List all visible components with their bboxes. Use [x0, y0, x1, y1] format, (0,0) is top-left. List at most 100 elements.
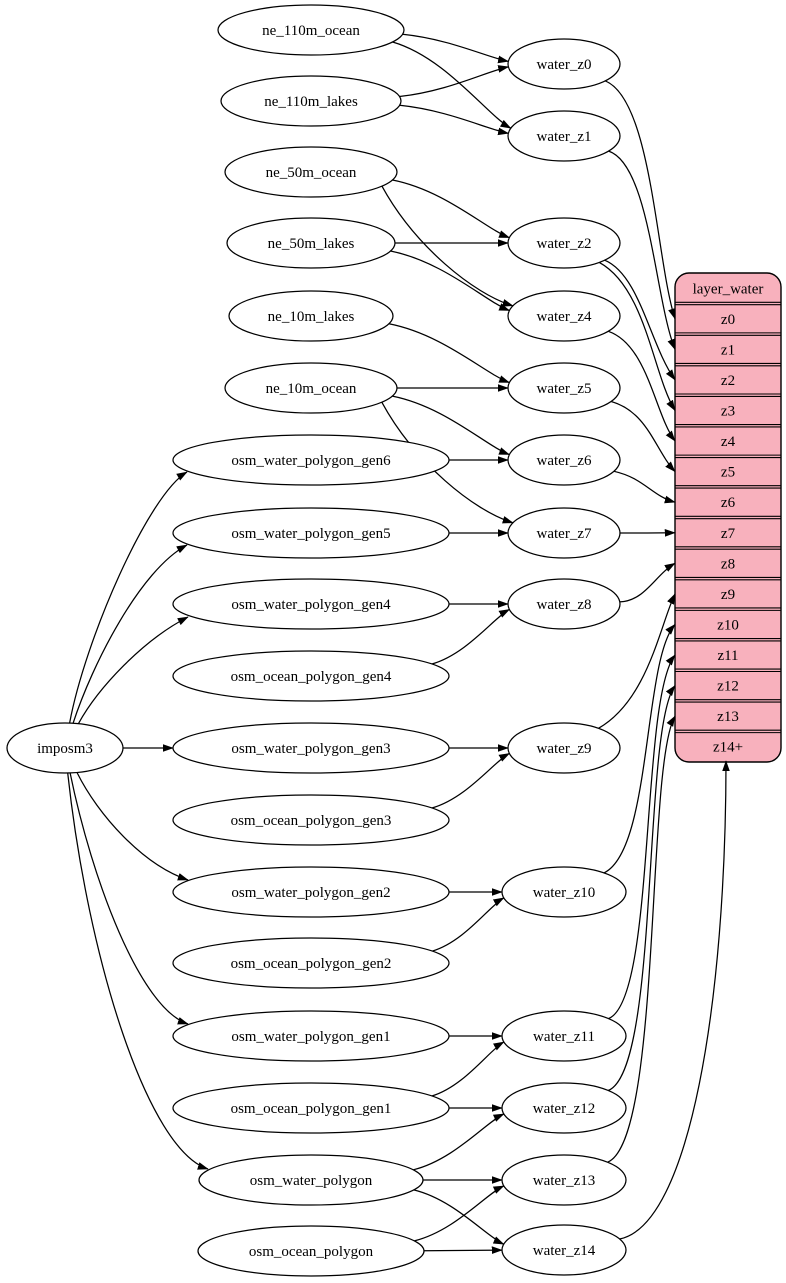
node-shape-water_z5 — [507, 362, 621, 414]
node-water_z13: water_z13 — [501, 1154, 627, 1206]
node-shape-osm_water_polygon_gen6 — [172, 434, 450, 486]
node-osm_ocean_polygon: osm_ocean_polygon — [197, 1225, 425, 1277]
edge-water_z1-to-z1 — [608, 150, 676, 351]
node-osm_water_polygon: osm_water_polygon — [198, 1154, 424, 1206]
node-shape-water_z7 — [507, 507, 621, 559]
edge-ne_10m_ocean-to-water_z7 — [381, 401, 514, 524]
node-shape-ne_110m_lakes — [220, 75, 402, 127]
edge-ne_50m_lakes-to-water_z4 — [390, 250, 511, 312]
edge-osm_ocean_polygon_gen2-to-water_z10 — [432, 897, 505, 952]
node-shape-osm_ocean_polygon_gen1 — [172, 1082, 450, 1134]
edge-water_z4-to-z4 — [608, 330, 676, 442]
node-osm_water_polygon_gen1: osm_water_polygon_gen1 — [172, 1010, 450, 1062]
node-label-osm_water_polygon_gen6: osm_water_polygon_gen6 — [231, 453, 391, 469]
node-shape-osm_water_polygon_gen5 — [172, 507, 450, 559]
record-row-z11: z11 — [717, 648, 738, 664]
record-row-z7: z7 — [721, 526, 736, 542]
edge-ne_10m_lakes-to-water_z5 — [388, 323, 511, 384]
node-label-water_z7: water_z7 — [537, 526, 592, 542]
edge-water_z10-to-z10 — [603, 623, 676, 874]
edge-water_z2-to-z3 — [598, 261, 676, 412]
edge-ne_110m_ocean-to-water_z1 — [392, 41, 512, 129]
edge-ne_10m_ocean-to-water_z6 — [392, 395, 511, 456]
node-water_z9: water_z9 — [507, 722, 621, 774]
record-row-z4: z4 — [721, 434, 736, 450]
node-shape-osm_ocean_polygon — [197, 1225, 425, 1277]
record-row-z9: z9 — [721, 587, 735, 603]
node-water_z7: water_z7 — [507, 507, 621, 559]
node-ne_10m_lakes: ne_10m_lakes — [228, 290, 394, 342]
edge-osm_ocean_polygon-to-water_z14 — [423, 1246, 503, 1255]
node-shape-osm_ocean_polygon_gen4 — [172, 650, 450, 702]
node-water_z8: water_z8 — [507, 578, 621, 630]
node-label-osm_water_polygon_gen2: osm_water_polygon_gen2 — [231, 885, 390, 901]
node-label-osm_ocean_polygon_gen3: osm_ocean_polygon_gen3 — [231, 813, 392, 829]
node-label-osm_ocean_polygon_gen4: osm_ocean_polygon_gen4 — [231, 669, 392, 685]
node-shape-ne_50m_lakes — [226, 217, 396, 269]
node-label-osm_water_polygon_gen1: osm_water_polygon_gen1 — [231, 1029, 390, 1045]
node-osm_ocean_polygon_gen2: osm_ocean_polygon_gen2 — [172, 937, 450, 989]
edge-osm_ocean_polygon_gen1-to-water_z11 — [431, 1041, 505, 1097]
edge-ne_110m_ocean-to-water_z0 — [402, 33, 510, 64]
node-shape-water_z13 — [501, 1154, 627, 1206]
record-row-z1: z1 — [721, 342, 735, 358]
record-row-z6: z6 — [721, 495, 736, 511]
node-shape-water_z14 — [501, 1224, 627, 1276]
node-shape-water_z4 — [507, 290, 621, 342]
edge-water_z13-to-z13 — [607, 715, 676, 1163]
node-label-water_z13: water_z13 — [533, 1173, 595, 1189]
edge-water_z0-to-z0 — [605, 80, 676, 320]
node-label-water_z1: water_z1 — [537, 129, 592, 145]
node-label-osm_ocean_polygon_gen1: osm_ocean_polygon_gen1 — [231, 1101, 392, 1117]
node-shape-water_z1 — [507, 110, 621, 162]
node-label-ne_110m_ocean: ne_110m_ocean — [262, 23, 360, 39]
edge-water_z5-to-z5 — [611, 400, 676, 473]
edge-osm_ocean_polygon_gen3-to-water_z9 — [431, 752, 511, 809]
edge-imposm3-to-osm_water_polygon_gen5 — [72, 544, 188, 724]
node-label-water_z8: water_z8 — [537, 597, 592, 613]
node-label-osm_water_polygon_gen4: osm_water_polygon_gen4 — [231, 597, 391, 613]
node-shape-water_z10 — [501, 866, 627, 918]
edge-water_z12-to-z12 — [607, 684, 676, 1092]
node-shape-ne_50m_ocean — [224, 146, 398, 198]
edges — [67, 33, 730, 1255]
node-label-ne_50m_ocean: ne_50m_ocean — [266, 165, 357, 181]
node-water_z0: water_z0 — [507, 38, 621, 90]
node-water_z4: water_z4 — [507, 290, 621, 342]
node-shape-water_z0 — [507, 38, 621, 90]
node-shape-ne_10m_ocean — [224, 362, 398, 414]
node-shape-imposm3 — [6, 722, 124, 774]
node-osm_ocean_polygon_gen3: osm_ocean_polygon_gen3 — [172, 794, 450, 846]
node-label-osm_ocean_polygon_gen2: osm_ocean_polygon_gen2 — [231, 956, 392, 972]
edge-osm_ocean_polygon-to-water_z13 — [414, 1185, 505, 1242]
edge-osm_water_polygon-to-water_z14 — [413, 1189, 505, 1245]
node-shape-water_z12 — [501, 1082, 627, 1134]
node-label-ne_10m_ocean: ne_10m_ocean — [266, 381, 357, 397]
node-shape-osm_ocean_polygon_gen3 — [172, 794, 450, 846]
node-water_z11: water_z11 — [501, 1010, 627, 1062]
node-shape-osm_water_polygon_gen1 — [172, 1010, 450, 1062]
node-label-imposm3: imposm3 — [37, 741, 93, 757]
record-row-z3: z3 — [721, 403, 735, 419]
node-ne_10m_ocean: ne_10m_ocean — [224, 362, 398, 414]
node-shape-water_z11 — [501, 1010, 627, 1062]
node-label-water_z14: water_z14 — [533, 1243, 596, 1259]
node-label-water_z4: water_z4 — [537, 309, 592, 325]
node-water_z10: water_z10 — [501, 866, 627, 918]
node-label-osm_ocean_polygon: osm_ocean_polygon — [249, 1244, 374, 1260]
node-label-osm_water_polygon: osm_water_polygon — [250, 1173, 373, 1189]
edge-osm_water_polygon-to-water_z12 — [413, 1113, 505, 1171]
record-row-z13: z13 — [717, 709, 739, 725]
record-row-z0: z0 — [721, 312, 735, 328]
node-shape-water_z9 — [507, 722, 621, 774]
node-shape-ne_110m_ocean — [217, 4, 405, 56]
node-label-water_z0: water_z0 — [537, 57, 592, 73]
node-label-water_z9: water_z9 — [537, 741, 592, 757]
node-label-water_z2: water_z2 — [537, 236, 592, 252]
edge-imposm3-to-osm_water_polygon_gen6 — [68, 471, 188, 724]
node-osm_water_polygon_gen2: osm_water_polygon_gen2 — [172, 866, 450, 918]
node-water_z1: water_z1 — [507, 110, 621, 162]
node-shape-osm_water_polygon_gen2 — [172, 866, 450, 918]
node-shape-water_z6 — [507, 434, 621, 486]
